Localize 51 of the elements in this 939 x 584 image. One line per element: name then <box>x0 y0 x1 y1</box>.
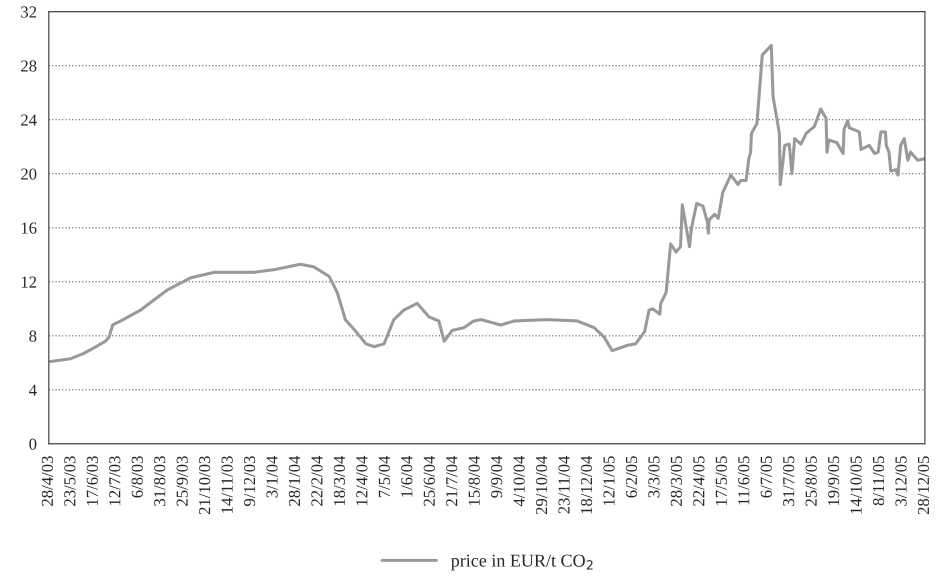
x-tick-label: 3/1/04 <box>266 456 278 498</box>
y-tick-label: 0 <box>29 438 36 450</box>
x-tick-label: 12/1/05 <box>603 456 615 506</box>
x-tick-label: 21/7/04 <box>446 456 458 506</box>
x-tick-label: 18/12/04 <box>580 456 592 514</box>
x-tick-label: 6/7/05 <box>760 456 772 498</box>
y-tick-label: 16 <box>22 222 37 234</box>
x-tick-label: 28/12/05 <box>918 456 930 514</box>
x-tick-label: 14/10/05 <box>850 456 862 514</box>
y-tick-label: 32 <box>21 6 36 18</box>
x-tick-label: 23/5/03 <box>64 456 76 506</box>
x-tick-label: 19/9/05 <box>828 456 840 506</box>
x-tick-label: 25/6/04 <box>424 456 435 506</box>
x-tick-label: 17/6/03 <box>86 456 98 506</box>
x-tick-label: 29/10/04 <box>536 456 548 514</box>
x-tick-label: 1/6/04 <box>401 456 412 497</box>
x-tick-label: 21/10/03 <box>199 456 210 514</box>
x-tick-label: 28/4/03 <box>42 456 53 506</box>
y-tick-label: 8 <box>29 330 36 342</box>
x-tick-label: 23/11/04 <box>558 456 570 514</box>
y-tick-label: 4 <box>29 384 37 396</box>
x-tick-label: 31/7/05 <box>783 456 794 506</box>
x-tick-label: 25/9/03 <box>176 456 188 506</box>
x-tick-label: 3/12/05 <box>895 456 907 506</box>
x-tick-label: 12/7/03 <box>109 456 120 506</box>
x-tick-label: 12/4/04 <box>356 456 368 506</box>
x-tick-label: 25/8/05 <box>806 456 817 506</box>
x-tick-label: 7/5/04 <box>378 456 390 498</box>
legend-label: price in EUR/t CO$_{2}$ <box>451 554 593 570</box>
x-tick-label: 18/3/04 <box>334 456 346 506</box>
x-tick-label: 22/2/04 <box>311 456 323 506</box>
x-tick-label: 9/9/04 <box>491 456 502 498</box>
y-tick-label: 24 <box>21 114 37 126</box>
x-tick-label: 17/5/05 <box>716 456 727 506</box>
x-tick-label: 31/8/03 <box>154 456 166 506</box>
x-tick-label: 8/11/05 <box>872 456 884 506</box>
x-tick-label: 11/6/05 <box>738 456 750 504</box>
y-tick-label: 12 <box>22 276 36 288</box>
x-tick-label: 3/3/05 <box>648 456 660 498</box>
x-tick-label: 4/10/04 <box>513 456 525 506</box>
x-tick-label: 15/8/04 <box>468 456 480 506</box>
x-tick-label: 14/11/03 <box>221 456 233 513</box>
x-tick-label: 6/2/05 <box>626 456 638 498</box>
x-tick-label: 9/12/03 <box>244 456 256 506</box>
x-tick-label: 28/1/04 <box>288 456 300 506</box>
y-tick-label: 28 <box>21 60 36 72</box>
line-series <box>49 44 925 363</box>
x-tick-label: 22/4/05 <box>693 456 704 506</box>
y-tick-label: 20 <box>21 168 36 180</box>
x-tick-label: 28/3/05 <box>670 456 682 506</box>
x-tick-label: 6/8/03 <box>132 456 143 498</box>
